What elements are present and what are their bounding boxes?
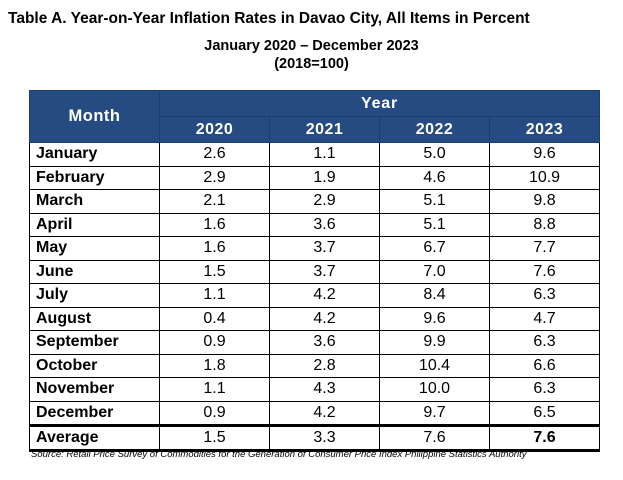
value-cell: 6.5 bbox=[488, 400, 601, 426]
average-value-cell-highlight: 7.6 bbox=[488, 424, 601, 452]
month-cell: October bbox=[29, 353, 160, 378]
value-cell: 3.7 bbox=[269, 259, 380, 284]
year-header-2023: 2023 bbox=[488, 116, 601, 143]
value-cell: 3.6 bbox=[269, 212, 380, 237]
table-row: June 1.5 3.7 7.0 7.6 bbox=[29, 259, 601, 284]
value-cell: 1.9 bbox=[269, 165, 380, 190]
table-row: May 1.6 3.7 6.7 7.7 bbox=[29, 236, 601, 261]
value-cell: 10.9 bbox=[488, 165, 601, 190]
value-cell: 3.7 bbox=[269, 236, 380, 261]
value-cell: 1.1 bbox=[159, 283, 270, 308]
month-cell: July bbox=[29, 283, 160, 308]
value-cell: 4.6 bbox=[379, 165, 490, 190]
value-cell: 2.6 bbox=[159, 142, 270, 167]
value-cell: 1.1 bbox=[159, 377, 270, 402]
value-cell: 10.0 bbox=[379, 377, 490, 402]
value-cell: 7.7 bbox=[488, 236, 601, 261]
average-value-cell: 1.5 bbox=[159, 424, 270, 452]
inflation-table: Month Year 2020 2021 2022 2023 January 2… bbox=[29, 90, 601, 452]
value-cell: 2.9 bbox=[159, 165, 270, 190]
table-title: Table A. Year-on-Year Inflation Rates in… bbox=[8, 10, 530, 27]
table-row: November 1.1 4.3 10.0 6.3 bbox=[29, 377, 601, 402]
month-cell: September bbox=[29, 330, 160, 355]
value-cell: 6.3 bbox=[488, 283, 601, 308]
value-cell: 10.4 bbox=[379, 353, 490, 378]
value-cell: 4.2 bbox=[269, 283, 380, 308]
value-cell: 3.6 bbox=[269, 330, 380, 355]
table-row: December 0.9 4.2 9.7 6.5 bbox=[29, 400, 601, 426]
value-cell: 0.9 bbox=[159, 330, 270, 355]
table-row: September 0.9 3.6 9.9 6.3 bbox=[29, 330, 601, 355]
average-value-cell: 3.3 bbox=[269, 424, 380, 452]
value-cell: 9.8 bbox=[488, 189, 601, 214]
average-row: Average 1.5 3.3 7.6 7.6 bbox=[29, 424, 601, 452]
value-cell: 4.7 bbox=[488, 306, 601, 331]
table-subtitle-base: (2018=100) bbox=[274, 56, 349, 72]
month-cell: June bbox=[29, 259, 160, 284]
year-group-header: Year bbox=[158, 90, 601, 117]
value-cell: 9.6 bbox=[379, 306, 490, 331]
year-header-2022: 2022 bbox=[379, 116, 490, 143]
table-body: January 2.6 1.1 5.0 9.6 February 2.9 1.9… bbox=[29, 142, 601, 452]
month-cell: March bbox=[29, 189, 160, 214]
table-subtitle-period: January 2020 – December 2023 bbox=[204, 38, 419, 54]
month-cell: April bbox=[29, 212, 160, 237]
average-label-cell: Average bbox=[29, 424, 160, 452]
value-cell: 6.3 bbox=[488, 377, 601, 402]
value-cell: 5.1 bbox=[379, 189, 490, 214]
month-cell: November bbox=[29, 377, 160, 402]
month-cell: February bbox=[29, 165, 160, 190]
table-row: February 2.9 1.9 4.6 10.9 bbox=[29, 165, 601, 190]
table-row: July 1.1 4.2 8.4 6.3 bbox=[29, 283, 601, 308]
value-cell: 1.1 bbox=[269, 142, 380, 167]
value-cell: 2.8 bbox=[269, 353, 380, 378]
table-row: January 2.6 1.1 5.0 9.6 bbox=[29, 142, 601, 167]
table-row: April 1.6 3.6 5.1 8.8 bbox=[29, 212, 601, 237]
value-cell: 6.7 bbox=[379, 236, 490, 261]
value-cell: 1.8 bbox=[159, 353, 270, 378]
value-cell: 6.6 bbox=[488, 353, 601, 378]
month-cell: January bbox=[29, 142, 160, 167]
month-header: Month bbox=[29, 90, 160, 143]
value-cell: 8.4 bbox=[379, 283, 490, 308]
table-row: August 0.4 4.2 9.6 4.7 bbox=[29, 306, 601, 331]
year-header-2020: 2020 bbox=[159, 116, 270, 143]
table-row: March 2.1 2.9 5.1 9.8 bbox=[29, 189, 601, 214]
value-cell: 4.2 bbox=[269, 306, 380, 331]
value-cell: 8.8 bbox=[488, 212, 601, 237]
value-cell: 1.6 bbox=[159, 236, 270, 261]
value-cell: 4.2 bbox=[269, 400, 380, 426]
value-cell: 0.9 bbox=[159, 400, 270, 426]
value-cell: 2.1 bbox=[159, 189, 270, 214]
value-cell: 7.0 bbox=[379, 259, 490, 284]
value-cell: 0.4 bbox=[159, 306, 270, 331]
month-cell: May bbox=[29, 236, 160, 261]
average-value-cell: 7.6 bbox=[379, 424, 490, 452]
value-cell: 9.7 bbox=[379, 400, 490, 426]
month-cell: August bbox=[29, 306, 160, 331]
table-row: October 1.8 2.8 10.4 6.6 bbox=[29, 353, 601, 378]
value-cell: 9.9 bbox=[379, 330, 490, 355]
value-cell: 9.6 bbox=[488, 142, 601, 167]
value-cell: 5.1 bbox=[379, 212, 490, 237]
value-cell: 5.0 bbox=[379, 142, 490, 167]
table-header: Month Year 2020 2021 2022 2023 bbox=[29, 90, 601, 143]
value-cell: 7.6 bbox=[488, 259, 601, 284]
value-cell: 1.6 bbox=[159, 212, 270, 237]
value-cell: 4.3 bbox=[269, 377, 380, 402]
value-cell: 6.3 bbox=[488, 330, 601, 355]
source-note: Source: Retail Price Survey of Commoditi… bbox=[31, 449, 527, 460]
value-cell: 2.9 bbox=[269, 189, 380, 214]
month-cell: December bbox=[29, 400, 160, 426]
year-header-2021: 2021 bbox=[269, 116, 380, 143]
value-cell: 1.5 bbox=[159, 259, 270, 284]
